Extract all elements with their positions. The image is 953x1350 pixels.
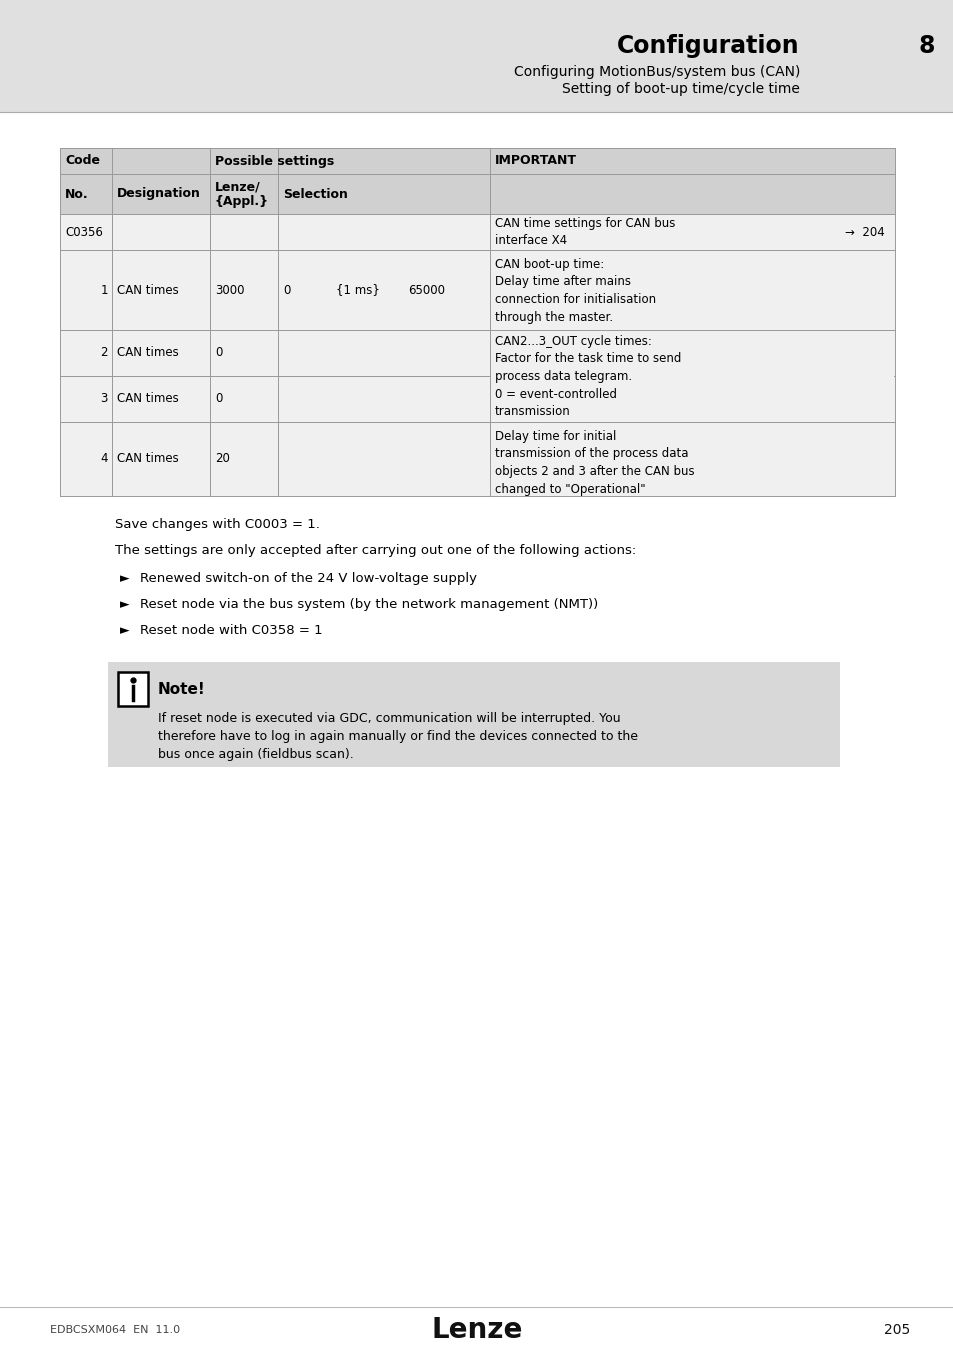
Bar: [60, 423, 894, 495]
Text: 0: 0: [214, 347, 222, 359]
Text: Lenze: Lenze: [431, 1316, 522, 1345]
Text: IMPORTANT: IMPORTANT: [495, 154, 577, 167]
Text: ►: ►: [120, 624, 130, 637]
Bar: [118, 672, 148, 706]
Text: 4: 4: [100, 452, 108, 466]
Text: Configuration: Configuration: [617, 34, 800, 58]
Text: 20: 20: [214, 452, 230, 466]
Text: No.: No.: [65, 188, 89, 201]
Text: CAN2...3_OUT cycle times:
Factor for the task time to send
process data telegram: CAN2...3_OUT cycle times: Factor for the…: [495, 335, 680, 418]
Text: Renewed switch-on of the 24 V low-voltage supply: Renewed switch-on of the 24 V low-voltag…: [140, 572, 476, 585]
Text: C0356: C0356: [65, 225, 103, 239]
Text: Note!: Note!: [158, 682, 206, 697]
Bar: [490, 375, 893, 377]
Bar: [60, 329, 894, 377]
Text: 0: 0: [283, 284, 290, 297]
Text: CAN times: CAN times: [117, 393, 178, 405]
Bar: [0, 0, 953, 112]
Text: CAN times: CAN times: [117, 452, 178, 466]
Text: CAN boot-up time:
Delay time after mains
connection for initialisation
through t: CAN boot-up time: Delay time after mains…: [495, 258, 656, 324]
Text: 205: 205: [882, 1323, 909, 1336]
Text: 8: 8: [918, 34, 934, 58]
Text: Lenze/: Lenze/: [214, 181, 260, 193]
Bar: [60, 215, 894, 250]
Text: CAN times: CAN times: [117, 284, 178, 297]
Bar: [60, 250, 894, 329]
Text: Configuring MotionBus/system bus (CAN): Configuring MotionBus/system bus (CAN): [513, 65, 800, 80]
Text: Save changes with C0003 = 1.: Save changes with C0003 = 1.: [115, 518, 319, 531]
Text: Delay time for initial
transmission of the process data
objects 2 and 3 after th: Delay time for initial transmission of t…: [495, 431, 694, 495]
Text: EDBCSXM064  EN  11.0: EDBCSXM064 EN 11.0: [50, 1324, 180, 1335]
Text: 2: 2: [100, 347, 108, 359]
Text: Selection: Selection: [283, 188, 348, 201]
Text: ►: ►: [120, 572, 130, 585]
Text: Designation: Designation: [117, 188, 201, 201]
Text: CAN time settings for CAN bus
interface X4: CAN time settings for CAN bus interface …: [495, 216, 675, 247]
Text: ►: ►: [120, 598, 130, 612]
Text: Setting of boot-up time/cycle time: Setting of boot-up time/cycle time: [561, 82, 800, 96]
Text: Code: Code: [65, 154, 100, 167]
Text: {Appl.}: {Appl.}: [214, 194, 269, 208]
Bar: [60, 174, 894, 215]
Text: →  204: → 204: [844, 225, 883, 239]
Bar: [60, 377, 894, 423]
Text: 3000: 3000: [214, 284, 244, 297]
Text: 1: 1: [100, 284, 108, 297]
Text: If reset node is executed via GDC, communication will be interrupted. You
theref: If reset node is executed via GDC, commu…: [158, 711, 638, 761]
Text: Reset node via the bus system (by the network management (NMT)): Reset node via the bus system (by the ne…: [140, 598, 598, 612]
Text: The settings are only accepted after carrying out one of the following actions:: The settings are only accepted after car…: [115, 544, 636, 558]
Text: 0: 0: [214, 393, 222, 405]
Bar: [60, 148, 894, 174]
Text: {1 ms}: {1 ms}: [335, 284, 379, 297]
Text: 65000: 65000: [408, 284, 444, 297]
Bar: [108, 662, 840, 767]
Text: 3: 3: [100, 393, 108, 405]
Text: Possible settings: Possible settings: [214, 154, 334, 167]
Text: Reset node with C0358 = 1: Reset node with C0358 = 1: [140, 624, 322, 637]
Text: CAN times: CAN times: [117, 347, 178, 359]
